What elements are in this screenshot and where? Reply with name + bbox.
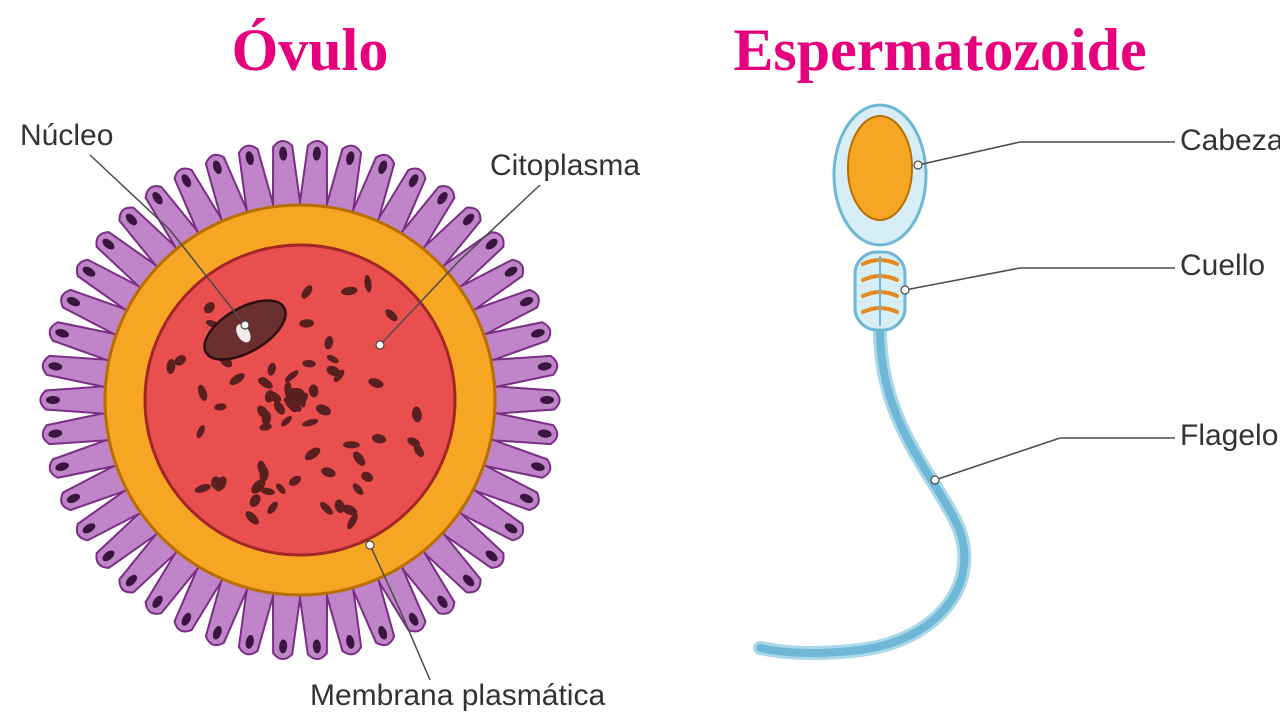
label-membrana-text: Membrana plasmática — [310, 679, 605, 712]
label-cabeza — [914, 142, 1175, 169]
label-citoplasma-text: Citoplasma — [490, 149, 640, 182]
label-nucleo-text: Núcleo — [20, 119, 113, 152]
label-flagelo — [931, 438, 1175, 484]
label-cuello — [901, 268, 1175, 294]
label-cabeza-text: Cabeza — [1180, 124, 1280, 157]
ovum-diagram — [40, 141, 559, 659]
flagellum — [760, 330, 964, 653]
title-espermatozoide: Espermatozoide — [733, 17, 1146, 83]
title-ovulo: Óvulo — [232, 17, 389, 83]
label-flagelo-text: Flagelo — [1180, 419, 1278, 452]
sperm-head-nucleus — [848, 116, 912, 220]
label-cuello-text: Cuello — [1180, 249, 1265, 282]
sperm-diagram — [760, 105, 964, 653]
